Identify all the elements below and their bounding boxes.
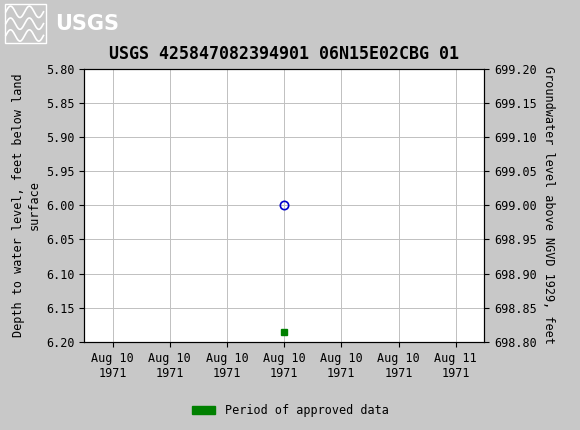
Y-axis label: Groundwater level above NGVD 1929, feet: Groundwater level above NGVD 1929, feet	[542, 66, 555, 344]
Legend: Period of approved data: Period of approved data	[187, 399, 393, 422]
Text: USGS: USGS	[55, 14, 119, 34]
Bar	[5, 4, 46, 43]
Title: USGS 425847082394901 06N15E02CBG 01: USGS 425847082394901 06N15E02CBG 01	[109, 45, 459, 63]
Y-axis label: Depth to water level, feet below land
surface: Depth to water level, feet below land su…	[12, 74, 41, 337]
